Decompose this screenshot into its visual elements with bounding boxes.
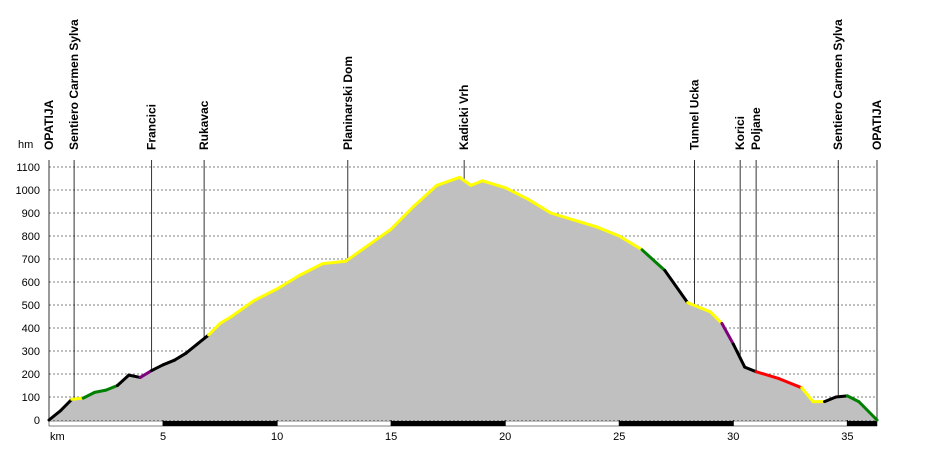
profile-segment — [777, 377, 804, 390]
profile-segment — [70, 396, 85, 401]
profile-segment — [81, 390, 97, 400]
profile-segment — [617, 234, 644, 252]
profile-segment — [640, 248, 667, 272]
y-tick-label: 600 — [22, 277, 40, 289]
profile-area — [49, 177, 877, 420]
profile-segment — [252, 287, 279, 302]
profile-segment — [754, 370, 781, 381]
y-tick-label: 1000 — [16, 185, 40, 197]
profile-segment — [207, 321, 222, 337]
scale-block — [163, 421, 278, 426]
profile-segment — [127, 373, 142, 379]
y-tick-label: 200 — [22, 369, 40, 381]
waypoint-label: Francici — [145, 104, 159, 150]
profile-segment — [389, 204, 416, 231]
scale-block — [847, 421, 877, 426]
y-tick-label: 300 — [22, 346, 40, 358]
waypoint-label: Sentiero Carmen Sylva — [67, 19, 81, 150]
profile-segment — [58, 397, 74, 413]
scale-block — [619, 421, 734, 426]
x-axis-label: km — [50, 431, 65, 443]
y-axis-label: hm — [18, 139, 33, 151]
profile-segment — [594, 225, 621, 238]
y-tick-label: 800 — [22, 231, 40, 243]
profile-segment — [412, 183, 439, 208]
profile-segment — [172, 351, 188, 362]
profile-segment — [344, 243, 370, 263]
profile-segment — [104, 384, 119, 392]
profile-segment — [218, 315, 233, 325]
profile-segment — [184, 342, 199, 355]
profile-segment — [93, 388, 108, 394]
waypoint-label: Sentiero Carmen Sylva — [831, 19, 845, 150]
profile-segment — [161, 358, 176, 367]
profile-segment — [800, 386, 815, 404]
y-tick-label: 1100 — [16, 162, 40, 174]
profile-segment — [845, 394, 861, 404]
waypoint-label: Kadicki Vrh — [457, 85, 471, 150]
y-tick-label: 400 — [22, 323, 40, 335]
x-tick-label: 15 — [385, 431, 397, 443]
waypoint-label: OPATIJA — [870, 99, 884, 150]
y-tick-label: 0 — [34, 415, 40, 427]
profile-segment — [115, 373, 131, 387]
y-tick-label: 700 — [22, 254, 40, 266]
profile-segment — [138, 369, 154, 379]
waypoint-label: Rukavac — [197, 100, 211, 150]
waypoint-label: Poljane — [749, 107, 763, 150]
x-tick-label: 30 — [727, 431, 739, 443]
x-tick-label: 20 — [499, 431, 511, 443]
profile-segment — [731, 342, 747, 369]
profile-segment — [195, 333, 211, 346]
profile-segment — [663, 269, 690, 305]
profile-segment — [321, 259, 348, 266]
y-tick-label: 100 — [22, 392, 40, 404]
profile-segment — [834, 394, 849, 399]
waypoint-label: Tunnel Ucka — [688, 79, 702, 150]
waypoint-label: OPATIJA — [42, 99, 56, 150]
waypoint-label: Planinarski Dom — [341, 56, 355, 150]
profile-segment — [47, 409, 62, 422]
profile-segment — [469, 179, 484, 187]
y-tick-label: 500 — [22, 300, 40, 312]
profile-segment — [298, 262, 325, 277]
profile-segment — [366, 227, 393, 247]
profile-segment — [823, 395, 838, 404]
profile-segment — [857, 400, 879, 422]
profile-segment — [503, 186, 530, 201]
x-tick-label: 25 — [613, 431, 625, 443]
profile-segment — [435, 175, 462, 187]
profile-segment — [549, 211, 576, 222]
waypoint-label: Korici — [733, 116, 747, 150]
profile-segment — [572, 218, 598, 229]
y-tick-label: 900 — [22, 208, 40, 220]
x-tick-label: 10 — [271, 431, 283, 443]
scale-block — [391, 421, 506, 426]
profile-segment — [229, 298, 256, 318]
x-tick-label: 35 — [841, 431, 853, 443]
profile-segment — [526, 197, 553, 215]
profile-segment — [150, 363, 165, 373]
profile-segment — [686, 301, 712, 314]
profile-segment — [275, 273, 302, 291]
profile-segment — [743, 365, 758, 374]
x-tick-label: 5 — [160, 431, 166, 443]
profile-segment — [480, 179, 507, 190]
profile-segment — [458, 175, 473, 187]
profile-segment — [720, 321, 735, 346]
profile-segment — [708, 310, 724, 325]
